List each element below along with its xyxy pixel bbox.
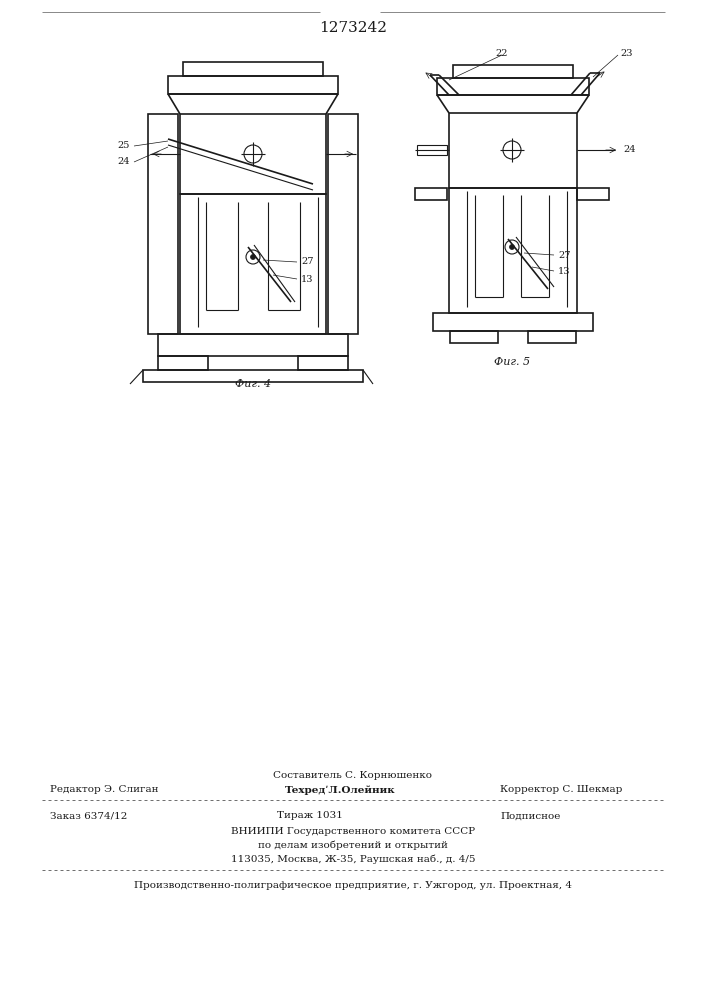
Text: 113035, Москва, Ж-35, Раушская наб., д. 4/5: 113035, Москва, Ж-35, Раушская наб., д. … <box>230 854 475 864</box>
Bar <box>417 145 447 155</box>
Text: 24: 24 <box>117 157 130 166</box>
Bar <box>298 356 348 370</box>
Bar <box>453 65 573 78</box>
Bar <box>528 331 576 343</box>
Text: 27: 27 <box>558 250 571 259</box>
Circle shape <box>510 244 515 249</box>
Bar <box>143 370 363 382</box>
Bar <box>148 114 178 334</box>
Text: Составитель С. Корнюшенко: Составитель С. Корнюшенко <box>274 770 433 780</box>
Bar <box>433 313 593 331</box>
Bar <box>449 188 577 313</box>
Text: ТехредʹЛ.Олейник: ТехредʹЛ.Олейник <box>285 785 396 795</box>
Text: 25: 25 <box>117 141 130 150</box>
Text: 13: 13 <box>558 266 571 275</box>
Bar <box>328 114 358 334</box>
Text: Корректор С. Шекмар: Корректор С. Шекмар <box>500 786 622 794</box>
Bar <box>415 188 447 200</box>
Bar <box>158 356 208 370</box>
Text: Подписное: Подписное <box>500 812 561 820</box>
Text: Фиг. 4: Фиг. 4 <box>235 379 271 389</box>
Bar <box>449 113 577 188</box>
Text: 13: 13 <box>301 274 313 284</box>
Bar <box>180 194 326 334</box>
Circle shape <box>250 254 255 259</box>
Bar <box>180 114 326 194</box>
Bar <box>577 188 609 200</box>
Bar <box>168 76 338 94</box>
Bar <box>183 62 323 76</box>
Text: 1273242: 1273242 <box>319 21 387 35</box>
Text: Редактор Э. Слиган: Редактор Э. Слиган <box>50 786 158 794</box>
Text: Тираж 1031: Тираж 1031 <box>277 812 343 820</box>
Text: 24: 24 <box>623 145 636 154</box>
Bar <box>450 331 498 343</box>
Text: по делам изобретений и открытий: по делам изобретений и открытий <box>258 840 448 850</box>
Text: ВНИИПИ Государственного комитета СССР: ВНИИПИ Государственного комитета СССР <box>231 826 475 836</box>
Text: 27: 27 <box>301 257 313 266</box>
Bar <box>437 78 589 95</box>
Text: Заказ 6374/12: Заказ 6374/12 <box>50 812 127 820</box>
Text: Производственно-полиграфическое предприятие, г. Ужгород, ул. Проектная, 4: Производственно-полиграфическое предприя… <box>134 880 572 890</box>
Text: 22: 22 <box>496 48 508 57</box>
Bar <box>158 334 348 356</box>
Text: Фиг. 5: Фиг. 5 <box>494 357 530 367</box>
Text: 23: 23 <box>620 48 633 57</box>
